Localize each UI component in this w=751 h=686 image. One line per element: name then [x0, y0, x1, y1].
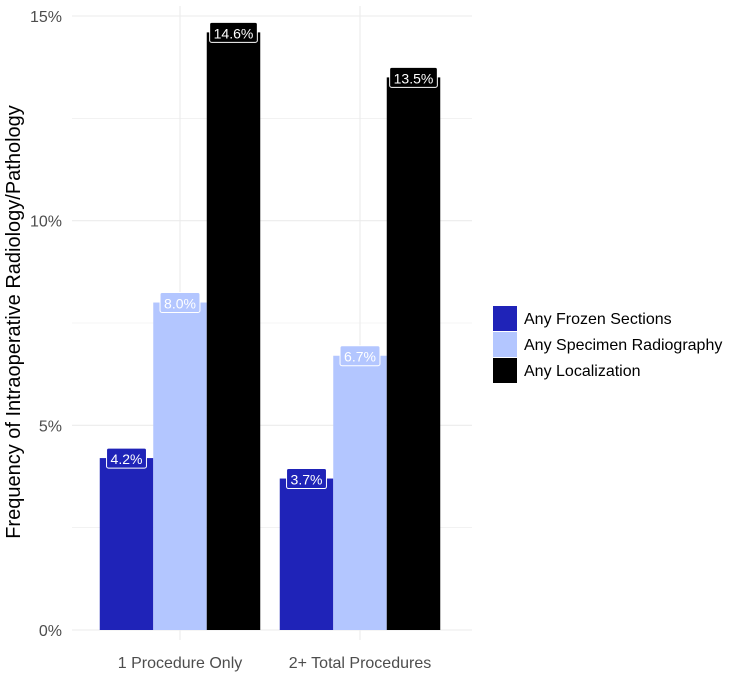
data-label-1-0: 8.0%	[159, 292, 201, 314]
bars	[99, 32, 441, 630]
data-label-text: 8.0%	[164, 296, 196, 312]
data-labels: 4.2% 8.0% 14.6% 3.7% 6.7% 13.5%	[106, 21, 438, 490]
data-label-2-1: 13.5%	[389, 66, 438, 88]
data-label-2-0: 14.6%	[209, 21, 258, 43]
y-tick-label: 0%	[39, 623, 62, 640]
data-label-1-1: 6.7%	[339, 345, 381, 367]
bar-1-0	[153, 302, 207, 630]
legend-key	[493, 306, 517, 331]
bar-2-0	[206, 32, 261, 630]
y-tick-label: 10%	[30, 214, 62, 231]
legend-label: Any Frozen Sections	[524, 311, 672, 328]
bar-2-1	[386, 77, 441, 630]
data-label-0-1: 3.7%	[286, 468, 327, 490]
legend-key	[493, 358, 517, 383]
data-label-0-0: 4.2%	[106, 447, 147, 469]
data-label-box	[286, 468, 327, 490]
legend-label: Any Specimen Radiography	[524, 337, 722, 354]
bar-0-1	[279, 478, 334, 630]
y-tick-label: 5%	[39, 418, 62, 435]
legend-key	[493, 332, 517, 357]
y-tick-label: 15%	[30, 9, 62, 26]
x-tick-label: 1 Procedure Only	[118, 655, 243, 672]
data-label-box	[209, 21, 258, 43]
data-label-box	[389, 66, 438, 88]
y-axis-title: Frequency of Intraoperative Radiology/Pa…	[3, 105, 25, 539]
legend-label: Any Localization	[524, 363, 641, 380]
x-tick-labels: 1 Procedure Only 2+ Total Procedures	[118, 655, 431, 672]
data-label-box	[106, 447, 147, 469]
data-label-box	[339, 345, 381, 367]
data-label-text: 14.6%	[214, 25, 254, 41]
data-label-text: 4.2%	[111, 451, 143, 467]
data-label-text: 13.5%	[394, 70, 434, 86]
data-label-box	[159, 292, 201, 314]
data-label-text: 6.7%	[344, 349, 376, 365]
bar-0-0	[99, 458, 154, 630]
x-tick-label: 2+ Total Procedures	[289, 655, 431, 672]
bar-1-1	[333, 355, 387, 630]
legend: Any Frozen Sections Any Specimen Radiogra…	[493, 306, 722, 383]
data-label-text: 3.7%	[291, 472, 323, 488]
y-tick-labels: 0% 5% 10% 15%	[30, 9, 62, 640]
